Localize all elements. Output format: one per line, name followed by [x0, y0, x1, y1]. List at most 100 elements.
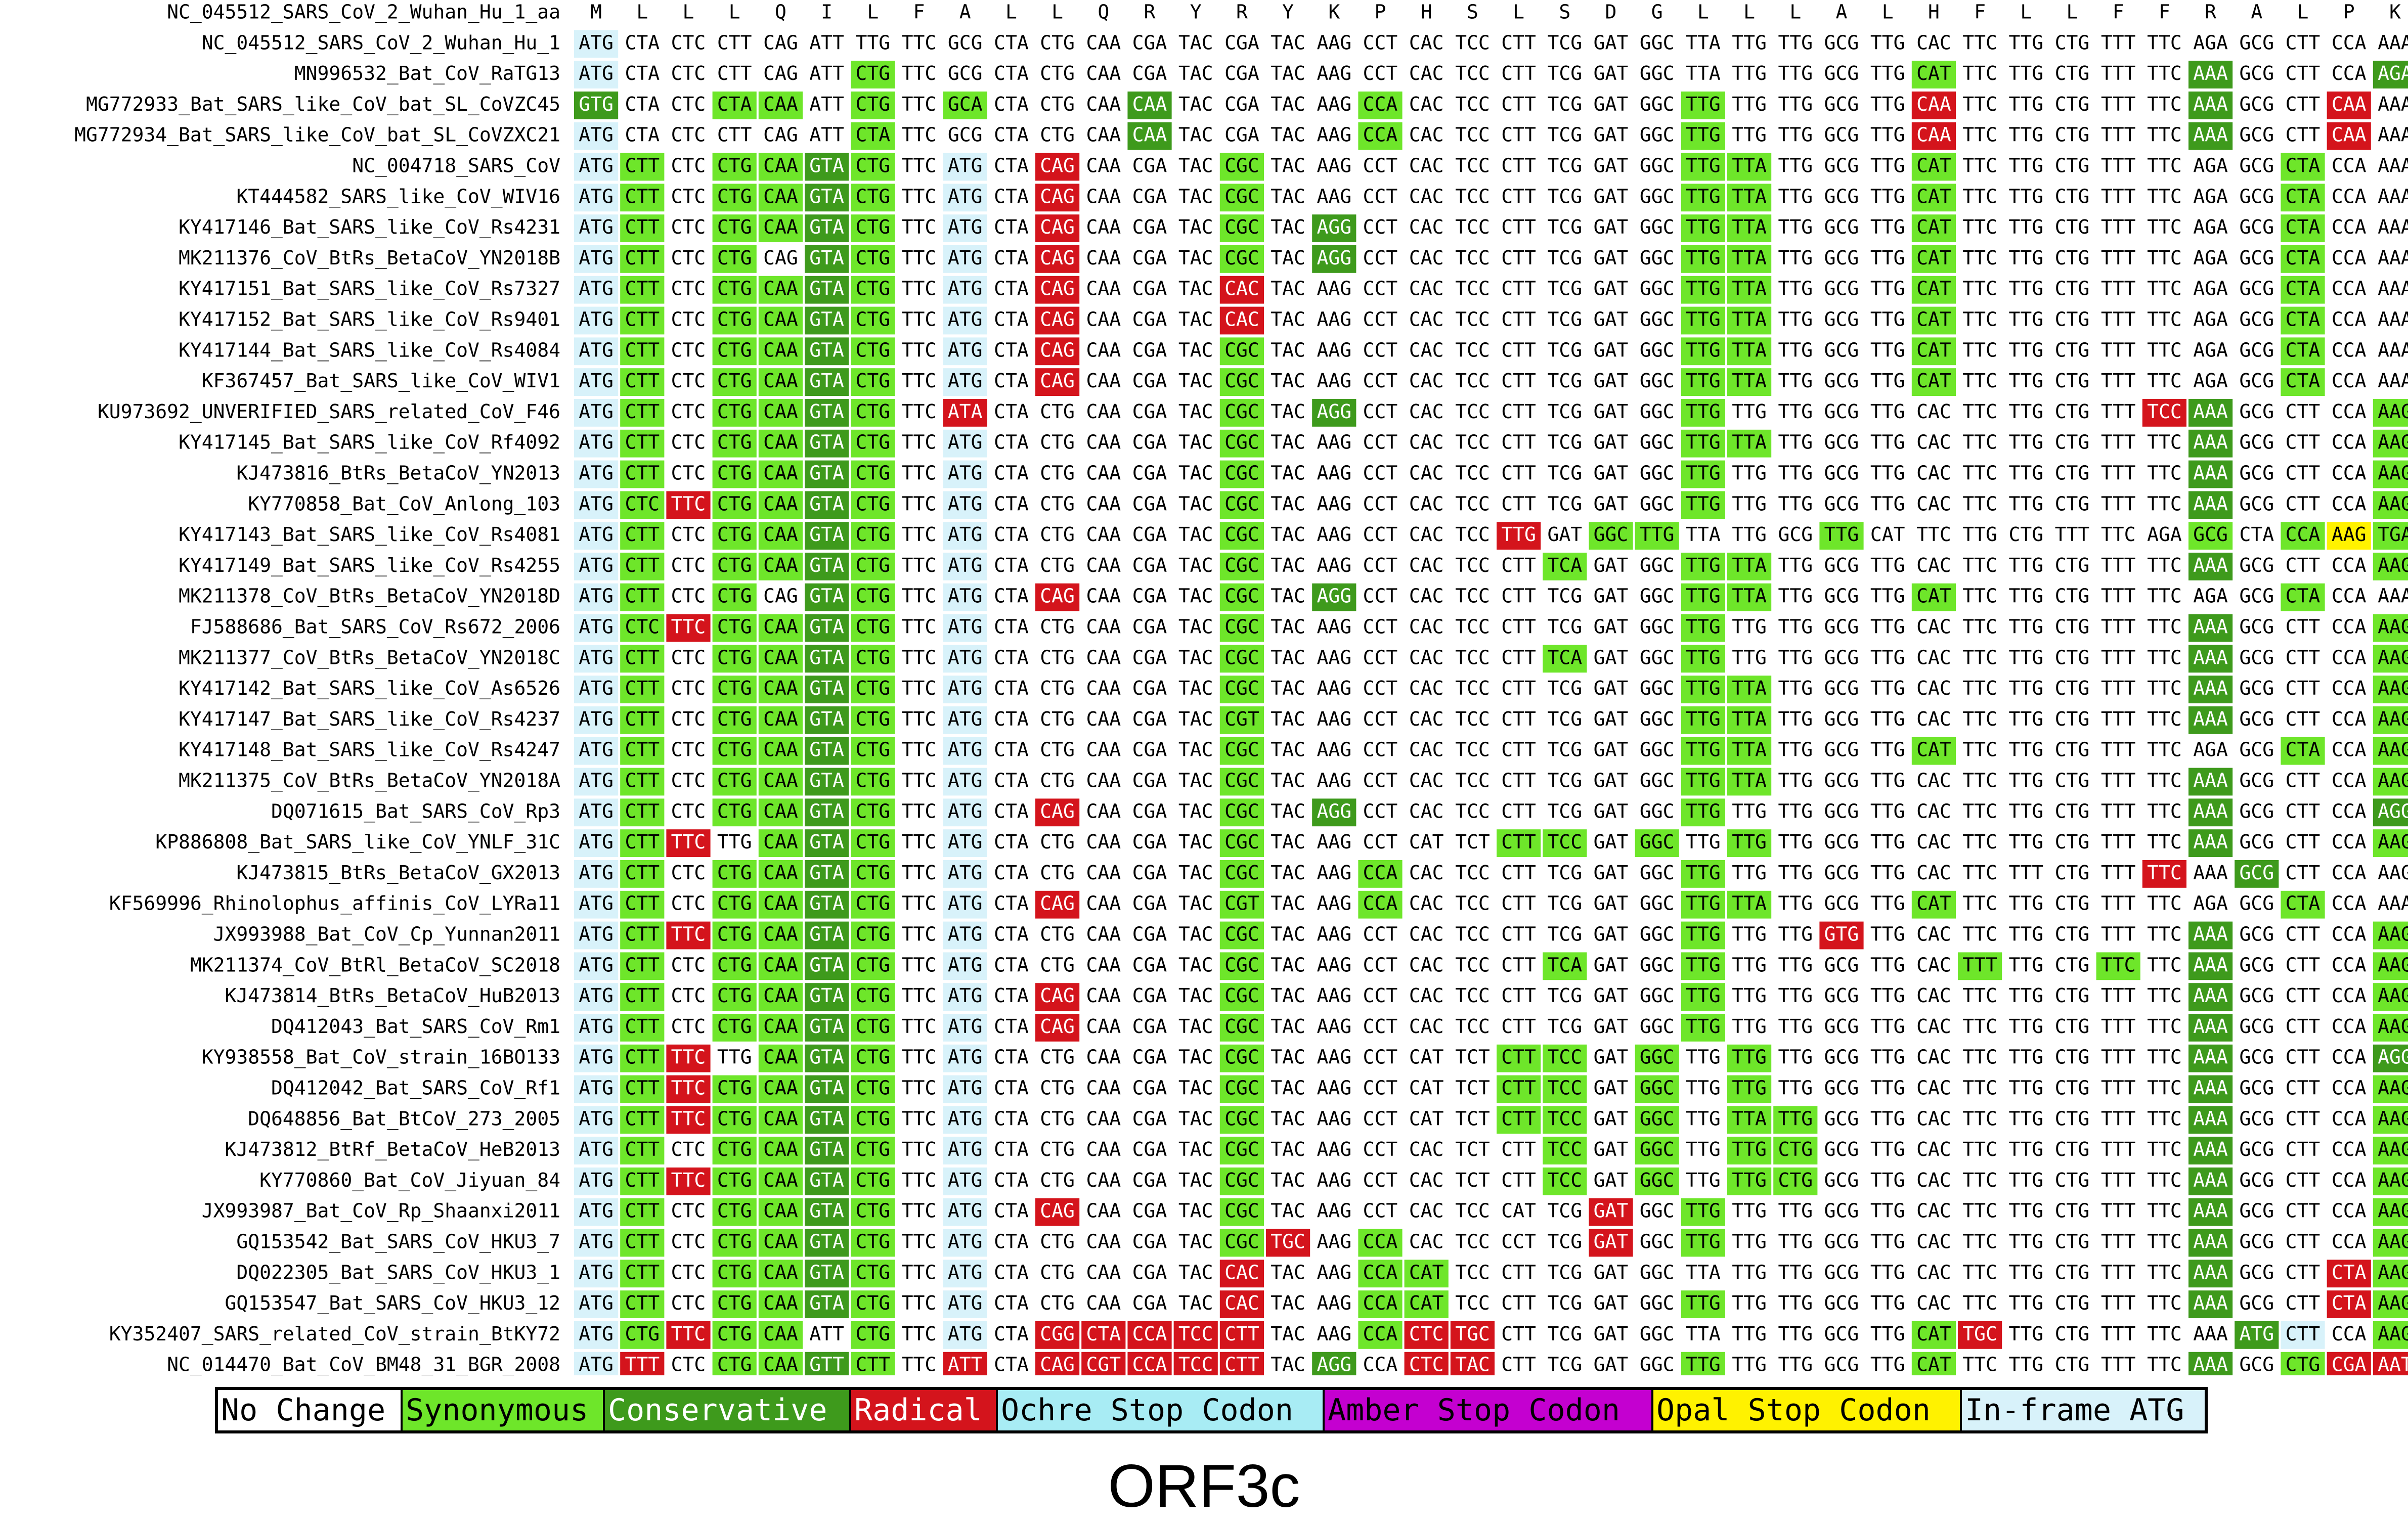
codon: ATG	[948, 1261, 983, 1283]
codon: GCG	[1824, 1015, 1859, 1038]
codon-highlight	[2188, 676, 2233, 703]
codon: GCG	[2239, 1200, 2274, 1222]
codon: CGA	[1224, 31, 1259, 54]
codon: CAT	[1870, 523, 1905, 546]
sequence-name: KY417144_Bat_SARS_like_CoV_Rs4084	[179, 339, 560, 362]
codon: TTG	[2008, 370, 2043, 392]
codon: TTC	[902, 155, 937, 177]
codon: TTC	[1962, 1231, 1997, 1253]
codon: TTA	[1686, 62, 1721, 84]
codon-highlight	[620, 491, 665, 519]
codon: CAT	[1916, 247, 1951, 269]
codon-highlight	[805, 952, 849, 980]
codon-highlight	[805, 522, 849, 550]
codon: CTT	[1501, 62, 1536, 84]
codon: TTG	[1870, 923, 1905, 946]
codon: ATG	[948, 1077, 983, 1099]
codon: CGA	[1132, 339, 1167, 361]
codon: TTG	[2008, 216, 2043, 238]
codon: CTT	[2286, 1323, 2321, 1345]
codon: TTC	[1962, 862, 1997, 884]
codon: CGA	[1132, 62, 1167, 84]
codon: CAC	[1409, 984, 1444, 1007]
codon: GCG	[2239, 247, 2274, 269]
codon: CTG	[2055, 831, 2090, 853]
codon-highlight	[851, 583, 895, 611]
codon: TTG	[1778, 93, 1813, 115]
codon-highlight	[805, 583, 849, 611]
codon: CCA	[2332, 1200, 2367, 1222]
codon: ATG	[948, 708, 983, 730]
codon: CAA	[763, 400, 798, 423]
sequence-name: DQ071615_Bat_SARS_CoV_Rp3	[271, 800, 560, 823]
codon-highlight	[758, 522, 803, 550]
codon: CCA	[2332, 216, 2367, 238]
codon: ATG	[579, 554, 614, 576]
codon: AAG	[2378, 984, 2408, 1007]
codon-highlight	[805, 368, 849, 396]
codon: CGA	[1132, 646, 1167, 668]
codon: TTT	[2101, 93, 2136, 115]
codon: TTA	[1732, 892, 1767, 915]
codon: CTT	[2286, 984, 2321, 1007]
codon: CTA	[994, 1292, 1029, 1314]
amino-acid: H	[1928, 1, 1940, 23]
codon: TTC	[2147, 1107, 2182, 1130]
codon: TTC	[1962, 155, 1997, 177]
codon: TAC	[1271, 523, 1305, 546]
codon: TTG	[2008, 708, 2043, 730]
sequence-name: FJ588686_Bat_SARS_CoV_Rs672_2006	[190, 616, 560, 639]
codon: CAA	[1086, 739, 1121, 761]
codon: CTC	[671, 31, 706, 54]
codon: TTC	[2147, 155, 2182, 177]
codon: GGC	[1594, 523, 1629, 546]
codon: CTT	[1501, 1138, 1536, 1160]
codon: CTA	[994, 1046, 1029, 1068]
codon: AAG	[1317, 523, 1351, 546]
codon: CTC	[671, 1200, 706, 1222]
codon: AAA	[2193, 1015, 2228, 1038]
codon: AAG	[1317, 278, 1351, 300]
codon: CTT	[1501, 247, 1536, 269]
codon: CGA	[1132, 954, 1167, 976]
codon-highlight	[2327, 522, 2371, 550]
codon: CAC	[1409, 954, 1444, 976]
codon: TAC	[1178, 339, 1213, 361]
codon: ATG	[579, 431, 614, 454]
codon: CTA	[2332, 1292, 2367, 1314]
codon: CCA	[2332, 62, 2367, 84]
codon: CTA	[994, 370, 1029, 392]
codon: AAA	[2193, 1231, 2228, 1253]
codon: GTA	[809, 523, 844, 546]
codon: TTG	[1870, 1200, 1905, 1222]
codon-highlight	[1219, 645, 1264, 673]
codon: CTA	[2239, 523, 2274, 546]
codon: GCG	[2239, 278, 2274, 300]
codon: CGA	[1132, 216, 1167, 238]
codon: ATG	[579, 62, 614, 84]
codon-highlight	[758, 214, 803, 242]
codon: TTC	[671, 492, 706, 515]
codon: CAA	[1086, 93, 1121, 115]
codon: TTC	[2147, 770, 2182, 792]
codon-highlight	[1727, 337, 1772, 366]
codon-highlight	[1727, 706, 1772, 734]
sequence-name: KJ473816_BtRs_BetaCoV_YN2013	[236, 462, 560, 485]
codon: TTG	[1732, 646, 1767, 668]
codon: CTA	[625, 31, 660, 54]
codon: CTG	[2055, 892, 2090, 915]
codon-highlight	[1035, 306, 1080, 335]
codon: CAG	[1040, 216, 1075, 238]
codon: CCT	[1363, 155, 1398, 177]
codon: TAC	[1178, 247, 1213, 269]
codon: TCT	[1455, 1046, 1490, 1068]
codon-highlight	[574, 583, 619, 611]
codon: CTA	[994, 492, 1029, 515]
codon: TCC	[1455, 954, 1490, 976]
codon: CTG	[1040, 492, 1075, 515]
codon: TTC	[902, 247, 937, 269]
codon-highlight	[574, 522, 619, 550]
codon: AAA	[2193, 554, 2228, 576]
codon: TCC	[1455, 800, 1490, 822]
codon-highlight	[943, 553, 987, 580]
